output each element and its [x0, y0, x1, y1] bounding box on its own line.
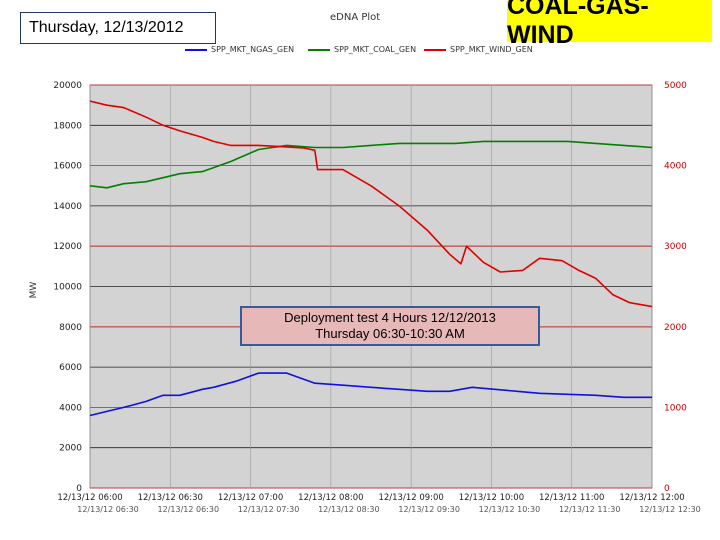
x-tick-label-secondary: 12/13/12 09:30 — [398, 505, 460, 514]
y2-tick-label: 2000 — [664, 323, 687, 333]
y-tick-label: 16000 — [53, 162, 82, 172]
legend-label-wind: SPP_MKT_WIND_GEN — [450, 45, 533, 54]
y-tick-label: 20000 — [53, 81, 82, 91]
legend-swatch-coal — [308, 48, 330, 51]
y-tick-label: 18000 — [53, 121, 82, 131]
y-axis-label: MW — [29, 282, 39, 299]
x-tick-label: 12/13/12 06:30 — [138, 493, 203, 503]
legend-label-ngas: SPP_MKT_NGAS_GEN — [211, 45, 295, 54]
y-tick-label: 6000 — [59, 363, 82, 373]
plot-title: eDNA Plot — [330, 12, 381, 23]
x-tick-label: 12/13/12 07:00 — [218, 493, 283, 503]
x-tick-label: 12/13/12 09:00 — [378, 493, 443, 503]
y-tick-label: 8000 — [59, 323, 82, 333]
x-tick-label-secondary: 12/13/12 06:30 — [77, 505, 139, 514]
x-tick-label-secondary: 12/13/12 12:30 — [639, 505, 701, 514]
annotation-line-1: Deployment test 4 Hours 12/12/2013 — [284, 310, 496, 325]
legend-swatch-ngas — [185, 48, 207, 51]
y2-tick-label: 3000 — [664, 242, 687, 252]
y-tick-label: 14000 — [53, 202, 82, 212]
gridlines — [89, 84, 653, 489]
series-line-spp-mkt-ngas-gen — [89, 372, 652, 417]
x-axis-ticks: 12/13/12 06:00 12/13/12 06:30 12/13/12 06:… — [57, 493, 700, 514]
x-tick-label-secondary: 12/13/12 11:30 — [559, 505, 621, 514]
x-tick-label-secondary: 12/13/12 06:30 — [158, 505, 220, 514]
x-tick-label: 12/13/12 12:00 — [619, 493, 684, 503]
y2-tick-label: 4000 — [664, 162, 687, 172]
x-tick-label-secondary: 12/13/12 10:30 — [479, 505, 541, 514]
y-axis-ticks: 2000018000160001400012000100008000600040… — [53, 81, 82, 494]
y-tick-label: 10000 — [53, 283, 82, 293]
chart-legend: SPP_MKT_NGAS_GEN SPP_MKT_COAL_GEN SPP_MK… — [0, 45, 720, 59]
legend-item-ngas: SPP_MKT_NGAS_GEN — [185, 45, 294, 54]
legend-swatch-wind — [424, 48, 446, 51]
y2-tick-label: 0 — [664, 484, 670, 494]
legend-item-coal: SPP_MKT_COAL_GEN — [308, 45, 416, 54]
legend-item-wind: SPP_MKT_WIND_GEN — [424, 45, 533, 54]
x-tick-label: 12/13/12 11:00 — [539, 493, 604, 503]
x-tick-label-secondary: 12/13/12 08:30 — [318, 505, 380, 514]
y2-tick-label: 1000 — [664, 403, 687, 413]
y2-tick-label: 5000 — [664, 81, 687, 91]
x-tick-label: 12/13/12 10:00 — [459, 493, 524, 503]
y-tick-label: 2000 — [59, 444, 82, 454]
y-tick-label: 0 — [76, 484, 82, 494]
x-tick-label: 12/13/12 06:00 — [57, 493, 122, 503]
annotation-box: Deployment test 4 Hours 12/12/2013 Thurs… — [240, 306, 540, 346]
legend-label-coal: SPP_MKT_COAL_GEN — [334, 45, 417, 54]
annotation-line-2: Thursday 06:30-10:30 AM — [315, 326, 465, 341]
date-label: Thursday, 12/13/2012 — [20, 12, 216, 44]
x-tick-label: 12/13/12 08:00 — [298, 493, 363, 503]
y-tick-label: 12000 — [53, 242, 82, 252]
series-line-spp-mkt-wind-gen — [89, 100, 653, 308]
y-tick-label: 4000 — [59, 403, 82, 413]
y2-axis-ticks: 5000 4000 3000 2000 1000 0 — [664, 81, 687, 494]
series-line-spp-mkt-coal-gen — [89, 140, 653, 189]
x-tick-label-secondary: 12/13/12 07:30 — [238, 505, 300, 514]
series-group — [89, 100, 653, 417]
